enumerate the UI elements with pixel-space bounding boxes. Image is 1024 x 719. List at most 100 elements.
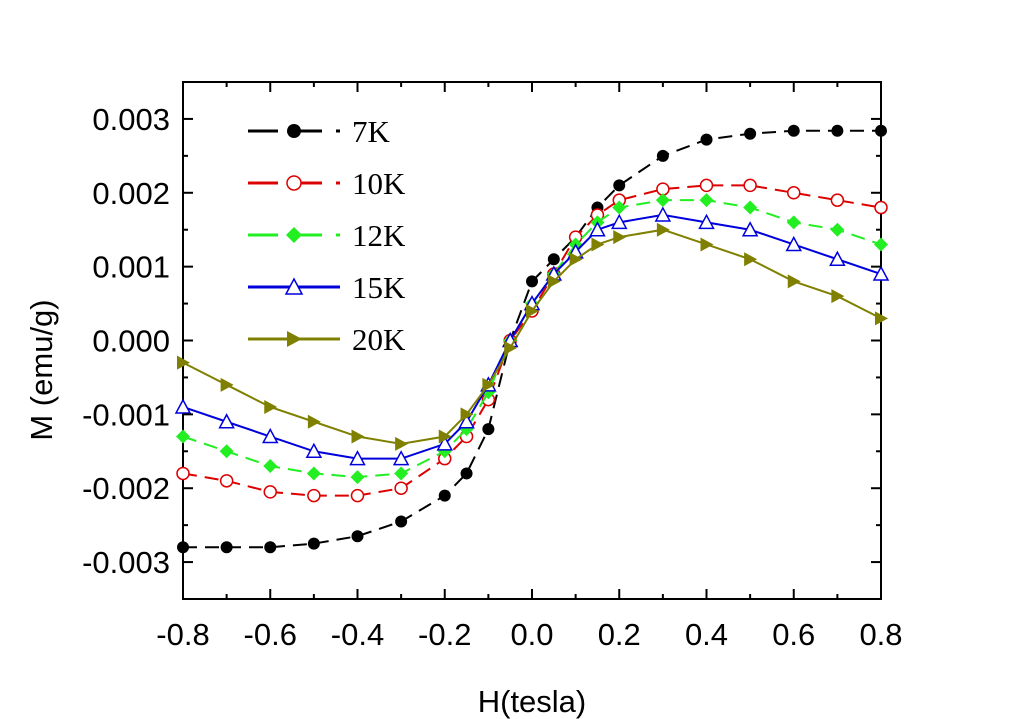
x-tick-label: -0.2	[418, 617, 471, 652]
data-point	[613, 230, 627, 245]
data-point	[219, 474, 234, 488]
legend-label: 12K	[352, 218, 406, 253]
axis-layer: -0.8 -0.6 -0.4 -0.2 0.0 0.2 0.4 0.6 0.8 -0.003 -0.…	[82, 81, 903, 652]
data-point	[351, 530, 364, 543]
data-point	[392, 450, 410, 466]
legend-marker	[286, 175, 302, 191]
data-point	[438, 429, 452, 444]
data-point	[460, 467, 473, 480]
data-point	[655, 193, 670, 208]
x-axis-title: H(tesla)	[478, 684, 587, 719]
data-point	[831, 124, 844, 137]
data-point	[786, 215, 801, 230]
x-tick-label: 0.0	[510, 617, 553, 652]
x-tick-label: 0.8	[859, 617, 902, 652]
data-point	[220, 377, 234, 392]
legend: 7K 10K 12K 15K 20K	[248, 114, 406, 357]
data-point	[305, 442, 323, 459]
data-point	[547, 274, 561, 289]
data-point	[831, 289, 845, 304]
legend-marker	[286, 227, 302, 243]
data-point	[261, 427, 279, 444]
legend-item-15K: 15K	[248, 270, 406, 305]
data-point	[613, 179, 626, 192]
data-point	[610, 213, 628, 230]
legend-item-10K: 10K	[248, 166, 406, 201]
legend-marker	[287, 331, 302, 347]
y-tick-label: -0.001	[82, 397, 170, 432]
data-point	[349, 450, 366, 466]
data-point	[394, 481, 408, 495]
x-tick-label: -0.4	[331, 617, 384, 652]
data-point	[458, 413, 475, 429]
data-point	[875, 311, 888, 326]
data-point	[176, 429, 190, 444]
data-point	[436, 435, 454, 451]
data-point	[219, 444, 234, 459]
data-point	[395, 436, 409, 451]
data-point	[307, 488, 321, 503]
data-point	[177, 355, 190, 370]
data-point	[526, 275, 538, 288]
data-point	[700, 133, 713, 146]
data-point	[218, 413, 235, 429]
data-point	[699, 178, 714, 193]
data-point	[174, 398, 192, 414]
data-point	[872, 265, 890, 281]
data-point	[787, 124, 800, 137]
data-point	[220, 541, 233, 554]
data-point	[504, 340, 518, 355]
data-point	[743, 178, 757, 193]
data-point	[264, 399, 278, 414]
data-point	[263, 459, 278, 474]
legend-item-7K: 7K	[248, 114, 391, 149]
data-point	[482, 377, 496, 392]
data-point	[787, 274, 801, 289]
data-point	[395, 515, 408, 528]
y-tick-label: 0.003	[92, 102, 170, 137]
data-point	[569, 252, 583, 267]
legend-label: 10K	[352, 166, 406, 201]
data-point	[263, 485, 277, 499]
data-point	[307, 537, 320, 550]
data-point	[612, 200, 627, 215]
data-point	[743, 200, 758, 215]
legend-label: 15K	[352, 270, 406, 305]
data-point	[589, 221, 606, 237]
x-tick-label: -0.6	[244, 617, 297, 652]
legend-label: 7K	[352, 114, 391, 149]
data-point	[744, 127, 757, 140]
data-point	[176, 466, 190, 481]
data-point	[591, 237, 605, 252]
y-axis-title: M (emu/g)	[24, 299, 59, 440]
data-point	[656, 149, 669, 162]
series-layer	[174, 124, 890, 554]
data-point	[830, 222, 845, 237]
x-tick-label: 0.2	[598, 617, 641, 652]
data-point	[351, 429, 365, 444]
y-tick-label: 0.002	[92, 176, 170, 211]
data-point	[830, 193, 845, 207]
data-point	[482, 423, 495, 436]
data-point	[785, 235, 803, 252]
series-20K	[177, 222, 888, 451]
data-point	[306, 466, 321, 481]
data-point	[699, 193, 714, 208]
x-tick-label: 0.4	[685, 617, 728, 652]
y-tick-label: -0.003	[82, 545, 170, 580]
legend-label: 20K	[352, 322, 406, 357]
data-point	[526, 303, 539, 318]
data-point	[829, 250, 846, 267]
data-point	[875, 124, 887, 137]
data-point	[698, 213, 715, 230]
data-point	[177, 541, 189, 554]
legend-marker	[284, 277, 304, 295]
data-point	[350, 488, 365, 503]
x-tick-label: -0.8	[156, 617, 209, 652]
data-point	[307, 414, 321, 429]
data-point	[460, 407, 474, 422]
plot-area: -0.8 -0.6 -0.4 -0.2 0.0 0.2 0.4 0.6 0.8 -0.003 -0.…	[82, 81, 903, 652]
data-point	[547, 253, 560, 266]
legend-item-20K: 20K	[248, 322, 406, 357]
